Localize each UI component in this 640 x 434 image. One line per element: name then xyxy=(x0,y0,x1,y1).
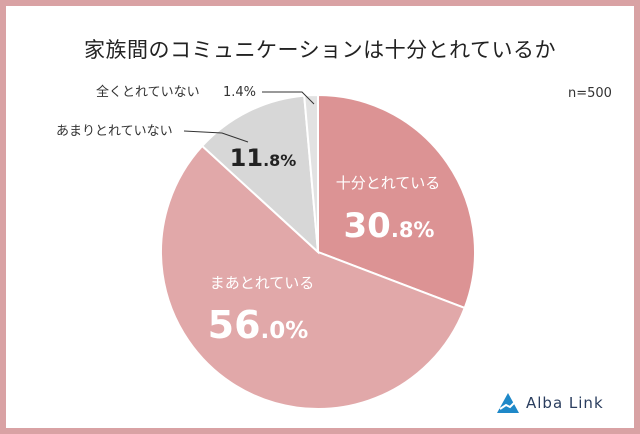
value-none: 1.4% xyxy=(223,85,256,100)
label-sufficient: 十分とれている xyxy=(336,174,441,192)
label-none: 全くとれていない xyxy=(96,84,200,100)
chart-title: 家族間のコミュニケーションは十分とれているか xyxy=(84,38,556,62)
alba-link-logo-icon xyxy=(497,393,519,413)
value-rarely: 11.8% xyxy=(230,144,297,172)
leader-line-rarely xyxy=(183,130,249,143)
label-somewhat: まあとれている xyxy=(210,274,315,292)
leader-line-none xyxy=(262,91,315,105)
label-rarely: あまりとれていない xyxy=(56,124,173,139)
value-somewhat: 56.0% xyxy=(208,303,309,347)
sample-size-label: n=500 xyxy=(568,86,612,101)
slice-none xyxy=(303,93,319,253)
slice-rarely xyxy=(200,94,320,255)
slice-sufficient xyxy=(317,93,476,310)
brand-name: Alba Link xyxy=(526,394,604,412)
brand-logo: Alba Link xyxy=(496,390,604,416)
value-sufficient: 30.8% xyxy=(344,206,435,246)
slice-somewhat xyxy=(160,144,466,410)
